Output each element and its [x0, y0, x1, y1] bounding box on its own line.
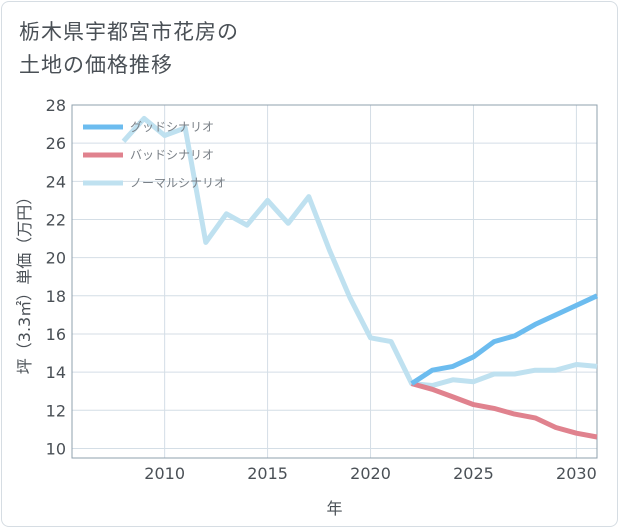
legend-label: ノーマルシナリオ — [130, 176, 226, 190]
legend-label: グッドシナリオ — [130, 120, 214, 134]
y-tick-label: 16 — [46, 325, 66, 344]
y-tick-label: 26 — [46, 134, 66, 153]
x-tick-label: 2025 — [453, 464, 494, 483]
y-tick-label: 24 — [46, 172, 66, 191]
x-axis-ticks: 2010 2015 2020 2025 2030 — [144, 464, 596, 483]
y-tick-label: 28 — [46, 96, 66, 115]
x-tick-label: 2030 — [556, 464, 597, 483]
series-line-1 — [410, 293, 599, 386]
x-axis-label: 年 — [326, 499, 342, 518]
y-tick-label: 20 — [46, 249, 66, 268]
plot-area-frame — [71, 104, 598, 459]
y-tick-label: 22 — [46, 210, 66, 229]
chart-title-line-2: 土地の価格推移 — [19, 53, 173, 77]
x-tick-label: 2015 — [247, 464, 288, 483]
legend-label: バッドシナリオ — [130, 148, 214, 162]
y-tick-label: 18 — [46, 287, 66, 306]
x-tick-label: 2010 — [144, 464, 185, 483]
y-tick-label: 14 — [46, 363, 66, 382]
y-axis-label: 坪（3.3㎡）単価（万円） — [15, 189, 34, 374]
chart-title-line-1: 栃木県宇都宮市花房の — [19, 20, 239, 44]
series-line-3 — [121, 115, 598, 388]
series-line-2 — [411, 381, 598, 440]
y-tick-label: 12 — [46, 401, 66, 420]
y-axis-ticks: 10 12 14 16 18 20 22 24 26 28 — [46, 96, 66, 458]
y-tick-label: 10 — [46, 439, 66, 458]
chart-title: 栃木県宇都宮市花房の 土地の価格推移 — [19, 16, 239, 82]
series-lines — [121, 115, 599, 440]
x-tick-label: 2020 — [350, 464, 391, 483]
